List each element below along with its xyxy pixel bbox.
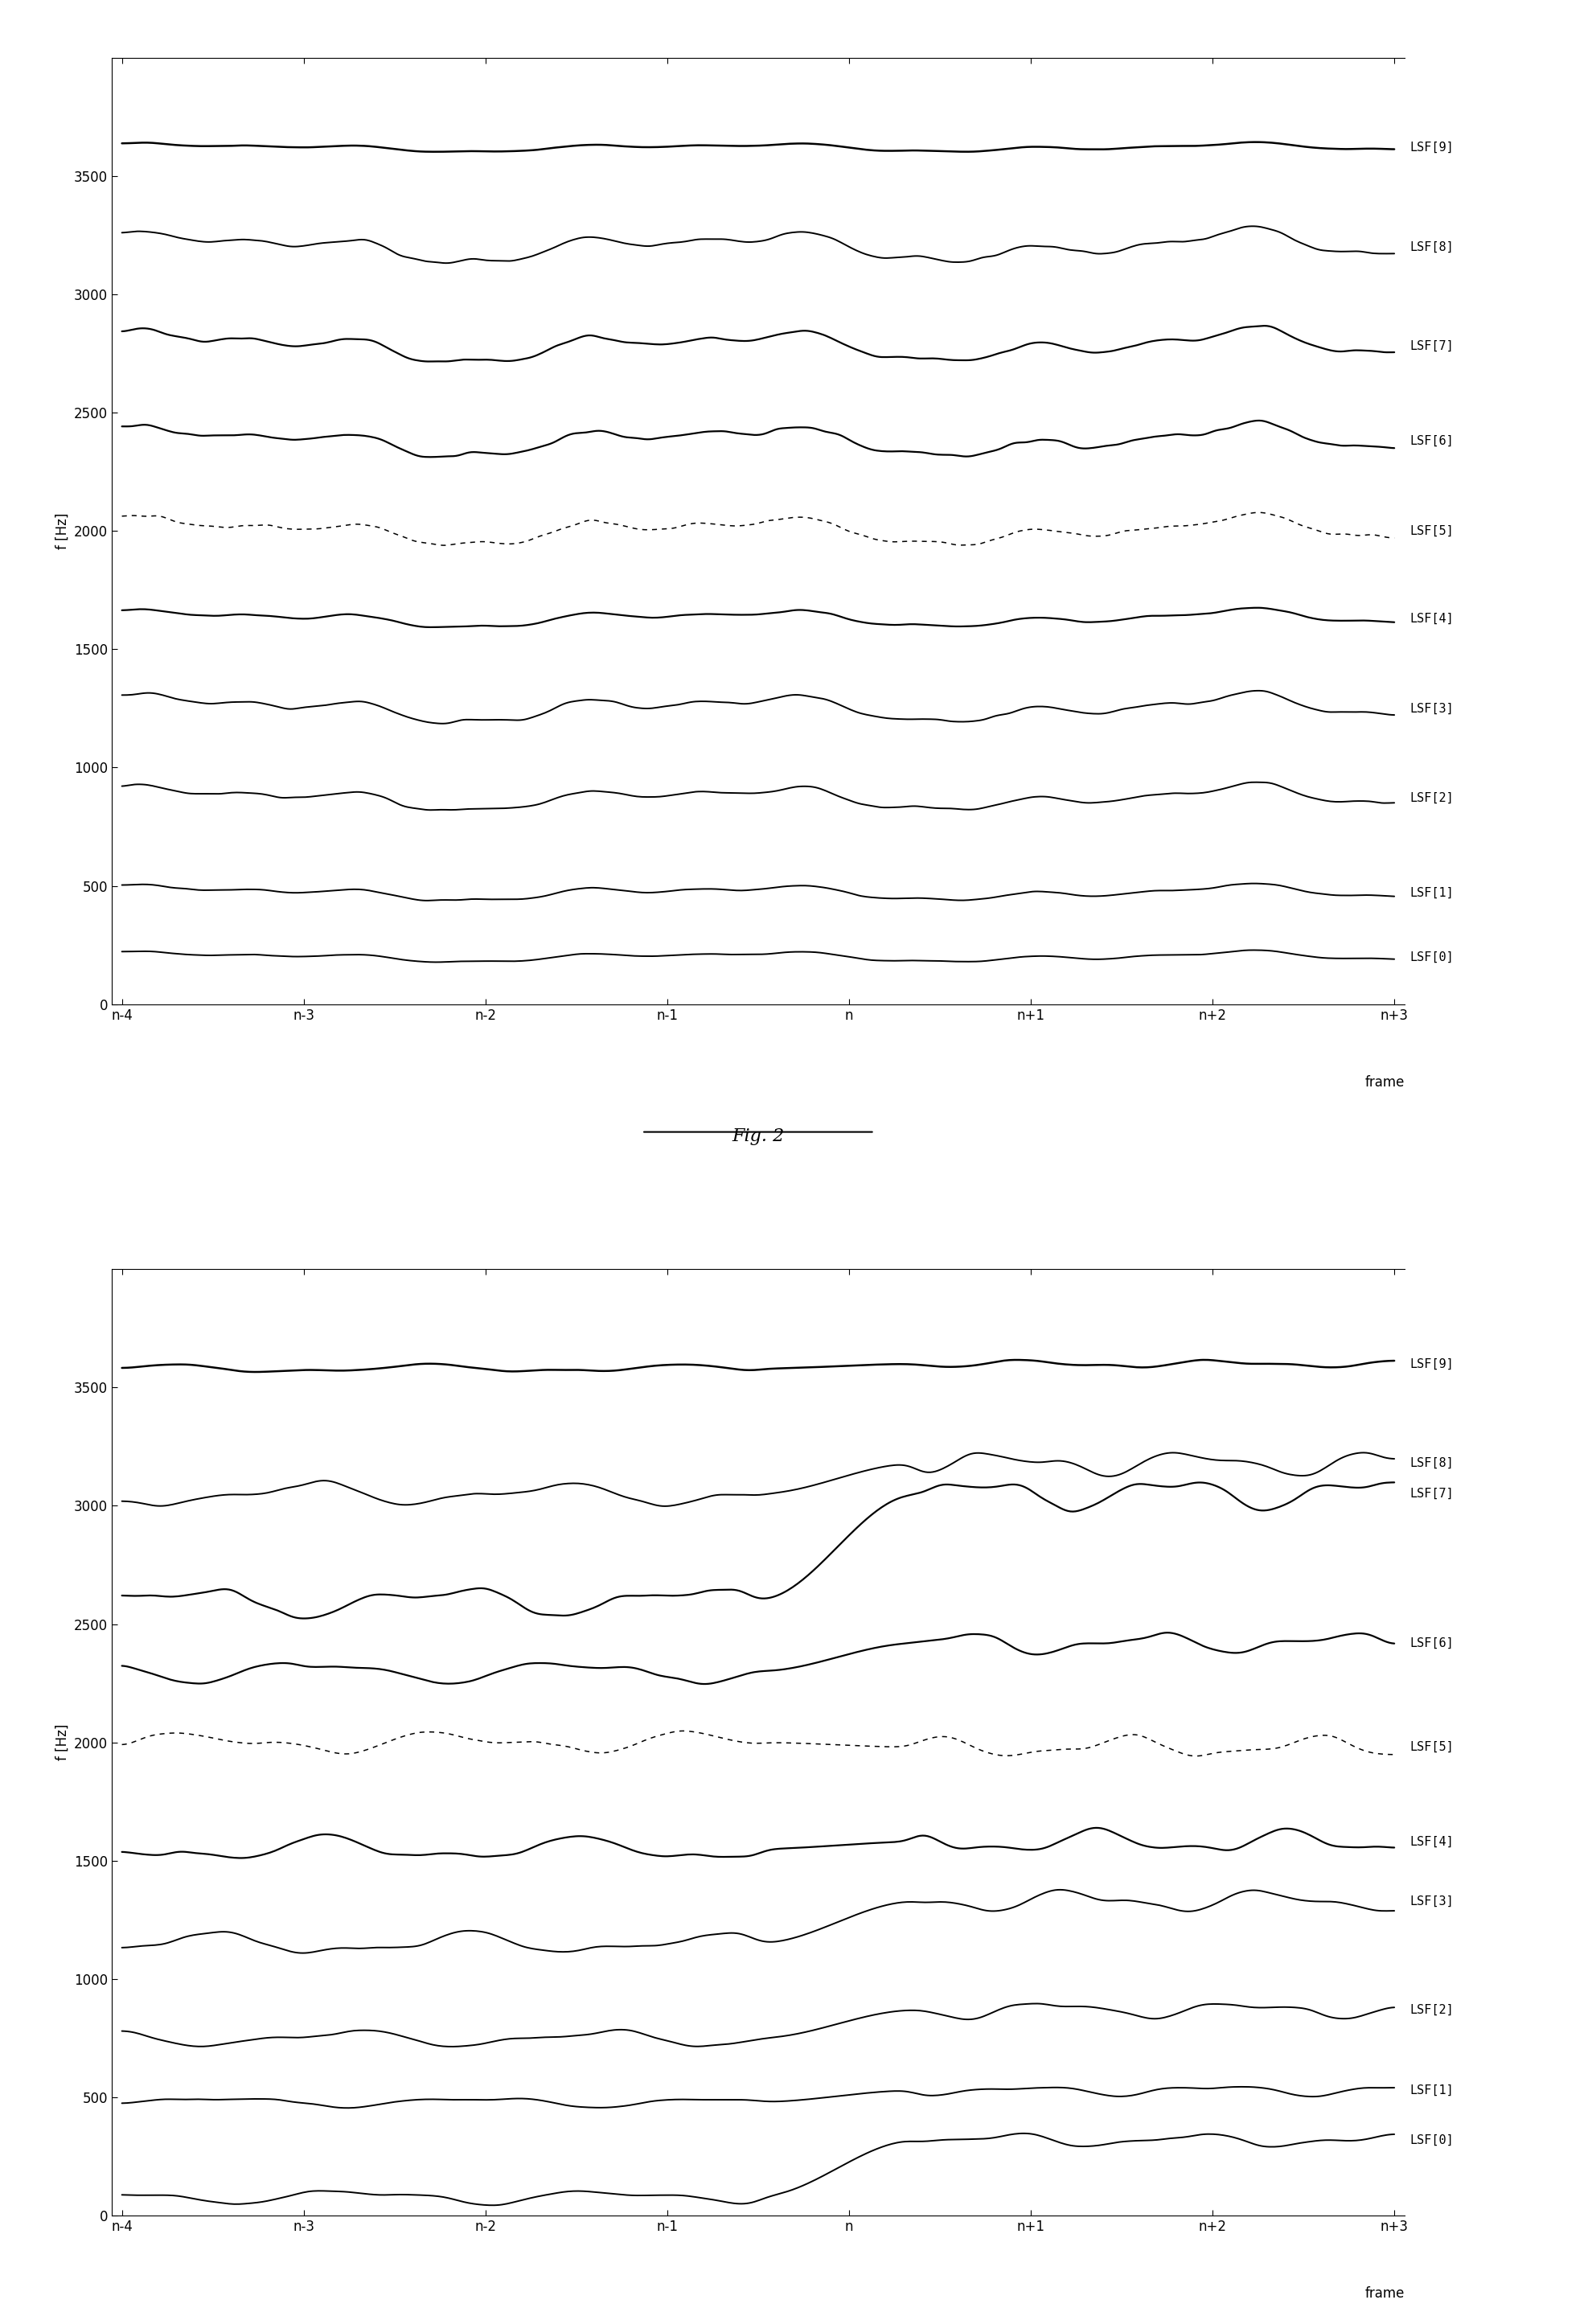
- Text: LSF[4]: LSF[4]: [1409, 1835, 1454, 1849]
- Y-axis label: f [Hz]: f [Hz]: [54, 512, 70, 549]
- Text: LSF[0]: LSF[0]: [1409, 951, 1454, 962]
- Text: LSF[9]: LSF[9]: [1409, 1357, 1454, 1371]
- Text: LSF[1]: LSF[1]: [1409, 2084, 1454, 2096]
- Text: LSF[8]: LSF[8]: [1409, 1456, 1454, 1470]
- Text: LSF[3]: LSF[3]: [1409, 1895, 1454, 1906]
- Text: LSF[1]: LSF[1]: [1409, 886, 1454, 900]
- Text: Fig. 2: Fig. 2: [733, 1126, 784, 1145]
- Text: LSF[0]: LSF[0]: [1409, 2135, 1454, 2146]
- Text: LSF[5]: LSF[5]: [1409, 1740, 1454, 1754]
- Text: LSF[2]: LSF[2]: [1409, 792, 1454, 805]
- Text: LSF[5]: LSF[5]: [1409, 524, 1454, 538]
- Text: LSF[9]: LSF[9]: [1409, 141, 1454, 155]
- Y-axis label: f [Hz]: f [Hz]: [54, 1724, 70, 1761]
- Text: LSF[3]: LSF[3]: [1409, 702, 1454, 715]
- Text: frame: frame: [1365, 2287, 1404, 2301]
- Text: LSF[4]: LSF[4]: [1409, 612, 1454, 625]
- Text: LSF[8]: LSF[8]: [1409, 240, 1454, 254]
- Text: LSF[6]: LSF[6]: [1409, 434, 1454, 448]
- Text: LSF[7]: LSF[7]: [1409, 1489, 1454, 1500]
- Text: frame: frame: [1365, 1076, 1404, 1089]
- Text: LSF[7]: LSF[7]: [1409, 339, 1454, 353]
- Text: LSF[2]: LSF[2]: [1409, 2003, 1454, 2015]
- Text: LSF[6]: LSF[6]: [1409, 1636, 1454, 1650]
